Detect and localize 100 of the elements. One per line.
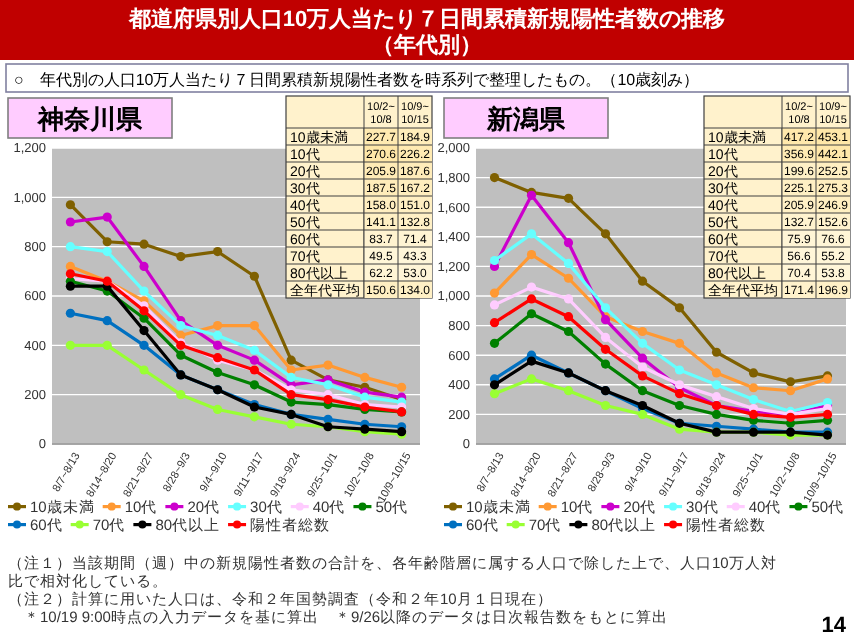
- point: [249, 271, 259, 281]
- point: [674, 400, 685, 411]
- point: [249, 412, 259, 422]
- point: [711, 409, 722, 419]
- point: [637, 353, 648, 363]
- point: [563, 294, 574, 304]
- point: [637, 371, 648, 381]
- point: [600, 400, 611, 411]
- point: [176, 350, 186, 360]
- point: [397, 382, 407, 392]
- point: [102, 237, 112, 247]
- point: [563, 312, 574, 322]
- point: [139, 239, 149, 249]
- point: [213, 247, 223, 257]
- point: [489, 288, 500, 298]
- point: [637, 386, 648, 396]
- point: [249, 355, 259, 365]
- point: [711, 347, 722, 357]
- point: [489, 255, 500, 266]
- point: [65, 281, 75, 291]
- point: [563, 258, 574, 269]
- point: [748, 368, 759, 378]
- point: [102, 247, 112, 257]
- point: [65, 340, 75, 350]
- point: [526, 356, 537, 366]
- point: [637, 276, 648, 286]
- point: [526, 282, 537, 292]
- point: [822, 409, 833, 419]
- point: [674, 338, 685, 348]
- point: [139, 365, 149, 375]
- point: [637, 326, 648, 337]
- point: [563, 238, 574, 248]
- point: [489, 300, 500, 310]
- point: [323, 395, 333, 405]
- point: [526, 229, 537, 239]
- point: [249, 380, 259, 390]
- point: [249, 321, 259, 331]
- point: [360, 372, 370, 382]
- point: [176, 251, 186, 262]
- point: [748, 383, 759, 393]
- point: [139, 261, 149, 271]
- point: [748, 395, 759, 405]
- text: 都道府県別人口10万人当たり７日間累積新規陽性者数の推移: [126, 6, 726, 32]
- point: [526, 374, 537, 384]
- chart-title: 神奈川県: [36, 104, 144, 134]
- point: [286, 355, 296, 365]
- point: [637, 362, 648, 372]
- point: [65, 308, 75, 318]
- point: [600, 229, 611, 239]
- point: [563, 193, 574, 203]
- point: [139, 306, 149, 316]
- point: [674, 303, 685, 313]
- point: [323, 380, 333, 390]
- point: [102, 340, 112, 350]
- point: [213, 321, 223, 331]
- point: [711, 368, 722, 378]
- point: [249, 345, 259, 355]
- point: [489, 338, 500, 348]
- point: [637, 409, 648, 419]
- point: [139, 325, 149, 336]
- text: （年代別）: [372, 32, 482, 58]
- point: [489, 380, 500, 390]
- point: [563, 273, 574, 283]
- point: [323, 360, 333, 370]
- point: [213, 367, 223, 378]
- point: [65, 269, 75, 279]
- point: [637, 338, 648, 348]
- point: [674, 365, 685, 375]
- point: [526, 309, 537, 319]
- point: [600, 359, 611, 369]
- point: [65, 217, 75, 227]
- point: [65, 200, 75, 210]
- point: [102, 212, 112, 222]
- point: [526, 294, 537, 304]
- point: [711, 392, 722, 402]
- point: [489, 389, 500, 399]
- point: [139, 286, 149, 296]
- point: [785, 386, 796, 396]
- point: [139, 340, 149, 350]
- point: [600, 344, 611, 354]
- point: [65, 242, 75, 252]
- chart-title: 新潟県: [485, 104, 567, 134]
- point: [563, 386, 574, 396]
- point: [286, 390, 296, 400]
- point: [213, 340, 223, 350]
- point: [563, 326, 574, 337]
- point: [600, 303, 611, 313]
- point: [674, 389, 685, 399]
- point: [286, 372, 296, 382]
- point: [213, 330, 223, 341]
- point: [489, 318, 500, 328]
- point: [176, 390, 186, 400]
- point: [711, 380, 722, 390]
- point: [489, 173, 500, 183]
- point: [176, 321, 186, 331]
- point: [213, 404, 223, 415]
- point: [526, 249, 537, 260]
- point: [600, 332, 611, 343]
- text: 14: [821, 614, 848, 638]
- point: [286, 419, 296, 429]
